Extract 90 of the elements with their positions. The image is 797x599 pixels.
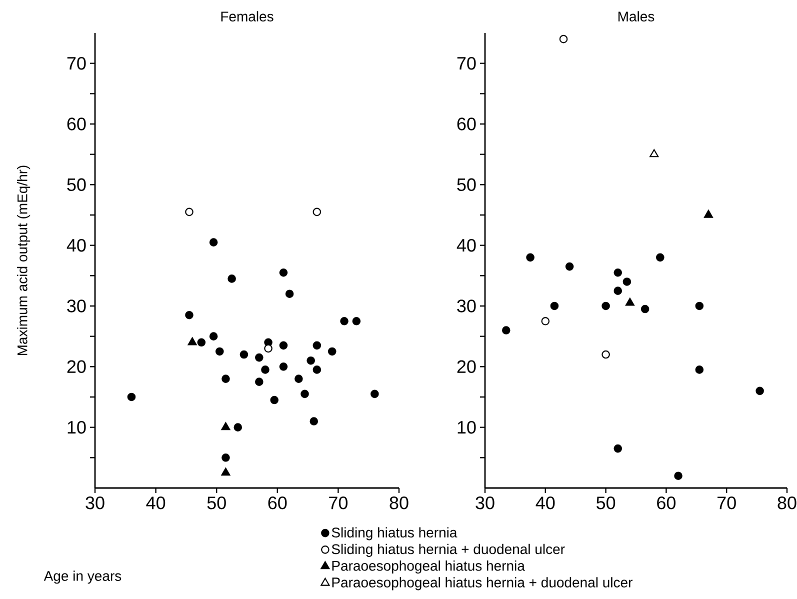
point (310, 417, 318, 426)
point (209, 238, 218, 246)
point (285, 290, 294, 298)
point (704, 210, 714, 218)
legend-label: Paraoesophogeal hiatus hernia (332, 560, 525, 574)
y-tick-label: 20 (457, 360, 476, 374)
point (614, 286, 622, 295)
point (221, 422, 230, 430)
point (261, 366, 270, 374)
point (602, 302, 610, 310)
x-tick-label: 80 (390, 496, 408, 510)
point (270, 396, 279, 404)
x-tick-label: 30 (476, 496, 494, 510)
point (240, 350, 248, 359)
point (674, 472, 682, 480)
point (279, 362, 288, 371)
point (565, 262, 574, 271)
point (221, 468, 230, 476)
point (255, 353, 264, 362)
x-tick-label: 40 (536, 496, 555, 510)
y-tick-label: 10 (458, 420, 476, 434)
point (640, 304, 650, 314)
point (614, 444, 622, 453)
y-tick-label: 50 (457, 178, 476, 192)
point (185, 208, 194, 216)
legend-label: Sliding hiatus hernia (332, 527, 458, 540)
point (222, 374, 230, 383)
point (306, 356, 315, 365)
point (370, 390, 379, 398)
y-tick-label: 30 (457, 300, 476, 312)
point (622, 278, 632, 286)
point (526, 253, 534, 262)
point (602, 350, 610, 359)
point (234, 423, 242, 432)
y-tick-label: 20 (67, 360, 86, 374)
x-tick-label: 40 (146, 496, 166, 510)
point (625, 298, 634, 306)
point (255, 378, 264, 386)
point (197, 338, 206, 347)
x-axis-title: Age in years (44, 570, 122, 584)
point (312, 208, 322, 216)
point (188, 337, 197, 346)
x-tick-label: 70 (329, 496, 348, 510)
point (559, 34, 568, 44)
y-tick-label: 60 (67, 118, 86, 130)
x-tick-label: 60 (657, 496, 676, 510)
point (328, 347, 336, 356)
point (279, 341, 288, 350)
x-tick-label: 70 (718, 496, 736, 510)
point (550, 302, 559, 310)
point (340, 317, 348, 326)
point (185, 310, 194, 320)
x-tick-label: 60 (268, 496, 287, 510)
point (222, 454, 230, 462)
y-tick-label: 10 (68, 420, 86, 434)
point (656, 253, 664, 262)
point (264, 344, 272, 353)
point (127, 392, 136, 402)
point (228, 274, 236, 283)
point (352, 317, 361, 326)
point (209, 332, 218, 340)
point (756, 386, 764, 396)
y-tick-label: 70 (67, 56, 86, 70)
point (614, 268, 622, 277)
point (541, 317, 550, 326)
point (695, 366, 704, 374)
point (312, 341, 322, 350)
point (695, 302, 704, 310)
point (279, 268, 288, 277)
y-tick-label: 40 (66, 238, 86, 252)
point (502, 326, 510, 334)
y-tick-label: 50 (67, 178, 86, 192)
x-tick-label: 50 (207, 496, 226, 510)
y-tick-label: 60 (457, 118, 476, 130)
point (215, 347, 224, 356)
x-tick-label: 80 (778, 496, 796, 510)
legend-label: Sliding hiatus hernia + duodenal ulcer (332, 544, 565, 557)
chart-title: Males (618, 11, 654, 22)
point (294, 374, 303, 383)
y-tick-label: 70 (457, 56, 476, 70)
x-tick-label: 50 (596, 496, 616, 510)
y-tick-label: 40 (456, 238, 476, 252)
y-axis-title: Maximum acid output (mEq/hr) (17, 166, 30, 356)
point (312, 366, 322, 374)
point (300, 390, 309, 398)
legend-label: Paraoesophogeal hiatus hernia + duodenal ulcer (332, 577, 632, 590)
y-tick-label: 30 (67, 300, 86, 312)
chart-title: Females (221, 11, 274, 22)
point (650, 149, 659, 158)
x-tick-label: 30 (86, 496, 104, 510)
